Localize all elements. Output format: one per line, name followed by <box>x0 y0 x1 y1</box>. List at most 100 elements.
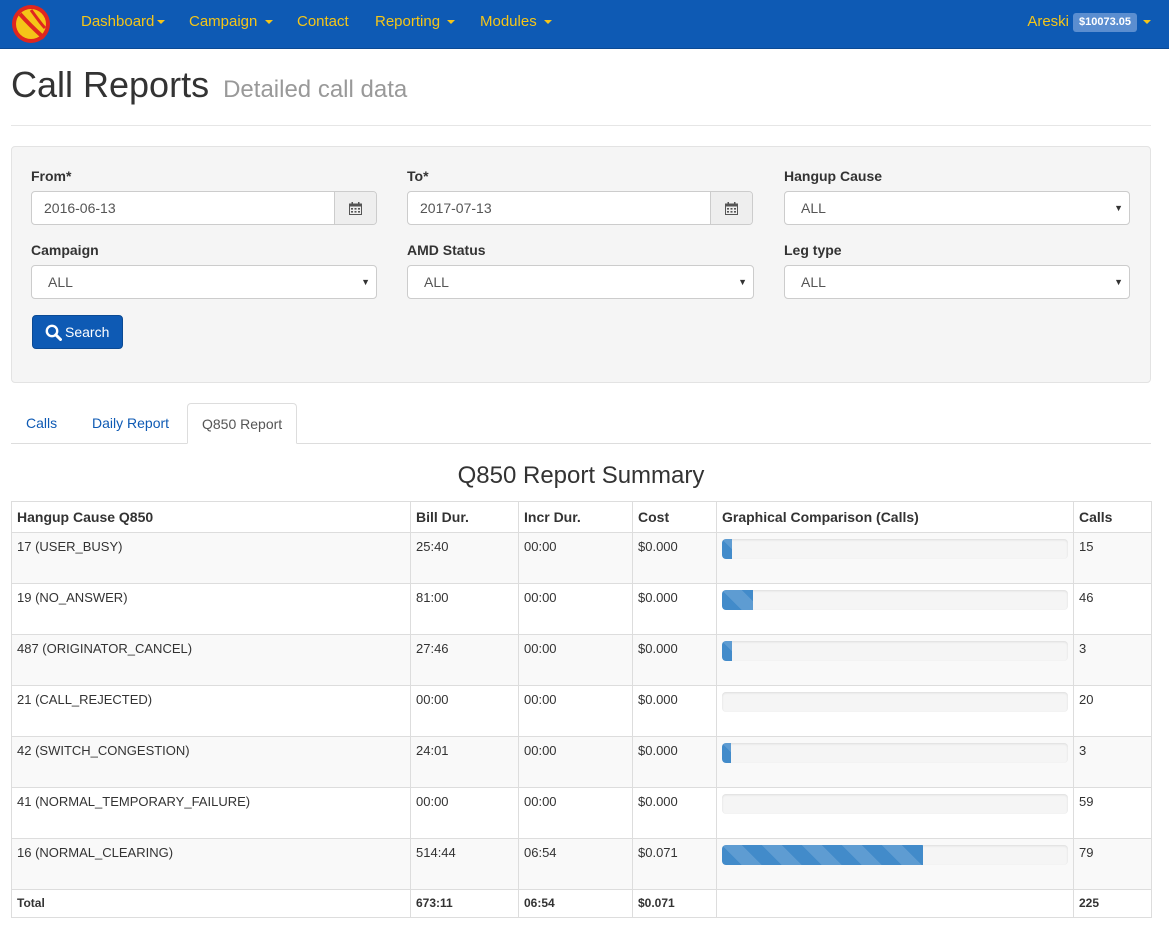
progress-track <box>722 743 1068 763</box>
col-graphical-comparison: Graphical Comparison (Calls) <box>716 501 1074 533</box>
total-row: Total 673:11 06:54 $0.071 225 <box>11 889 1152 918</box>
user-chevron-down-icon[interactable] <box>1143 20 1151 24</box>
progress-track <box>722 845 1068 865</box>
top-navbar: Dashboard Campaign Contact Reporting Mod… <box>0 0 1169 49</box>
cell-incr-dur: 00:00 <box>518 787 633 839</box>
cell-hangup-cause: 487 (ORIGINATOR_CANCEL) <box>11 634 411 686</box>
cell-calls: 20 <box>1073 685 1152 737</box>
cell-calls: 59 <box>1073 787 1152 839</box>
cell-cost: $0.000 <box>632 787 717 839</box>
page-subtitle: Detailed call data <box>223 76 408 103</box>
col-calls: Calls <box>1073 501 1152 533</box>
cell-incr-dur: 00:00 <box>518 532 633 584</box>
total-incr-dur: 06:54 <box>518 889 633 918</box>
cell-graphical-comparison <box>716 532 1074 584</box>
tab-calls[interactable]: Calls <box>26 415 58 431</box>
cell-incr-dur: 00:00 <box>518 685 633 737</box>
campaign-value: ALL <box>48 274 73 290</box>
cell-bill-dur: 24:01 <box>410 736 519 788</box>
progress-bar <box>722 845 923 865</box>
amd-status-select[interactable]: ALL ▼ <box>407 265 754 299</box>
nav-contact[interactable]: Contact <box>297 0 349 44</box>
chevron-down-icon: ▼ <box>1114 203 1123 213</box>
nav-campaign[interactable]: Campaign <box>189 0 273 44</box>
cell-hangup-cause: 41 (NORMAL_TEMPORARY_FAILURE) <box>11 787 411 839</box>
cell-bill-dur: 00:00 <box>410 787 519 839</box>
hangup-cause-value: ALL <box>801 200 826 216</box>
cell-graphical-comparison <box>716 634 1074 686</box>
cell-graphical-comparison <box>716 685 1074 737</box>
progress-bar <box>722 641 733 661</box>
progress-bar <box>722 743 731 763</box>
cell-graphical-comparison <box>716 787 1074 839</box>
total-graph-cell <box>716 889 1074 918</box>
col-incr-dur: Incr Dur. <box>518 501 633 533</box>
progress-bar <box>722 590 754 610</box>
table-row: 487 (ORIGINATOR_CANCEL) 27:46 00:00 $0.000 3 <box>11 634 1152 686</box>
table-row: 16 (NORMAL_CLEARING) 514:44 06:54 $0.071 79 <box>11 838 1152 890</box>
summary-title: Q850 Report Summary <box>457 462 705 489</box>
chevron-down-icon: ▼ <box>738 277 747 287</box>
logo-icon[interactable] <box>11 4 51 44</box>
cell-cost: $0.000 <box>632 532 717 584</box>
tab-q850-report[interactable]: Q850 Report <box>187 403 298 444</box>
table-row: 42 (SWITCH_CONGESTION) 24:01 00:00 $0.000 3 <box>11 736 1152 788</box>
cell-bill-dur: 00:00 <box>410 685 519 737</box>
search-button[interactable]: Search <box>32 315 123 349</box>
chevron-down-icon: ▼ <box>361 277 370 287</box>
table-row: 21 (CALL_REJECTED) 00:00 00:00 $0.000 20 <box>11 685 1152 737</box>
to-date-field[interactable]: 2017-07-13 <box>407 191 753 225</box>
nav-dashboard[interactable]: Dashboard <box>81 0 166 44</box>
nav-contact-label: Contact <box>297 13 349 30</box>
nav-modules[interactable]: Modules <box>480 0 552 44</box>
table-row: 41 (NORMAL_TEMPORARY_FAILURE) 00:00 00:00 $… <box>11 787 1152 839</box>
cell-hangup-cause: 21 (CALL_REJECTED) <box>11 685 411 737</box>
leg-type-value: ALL <box>801 274 826 290</box>
amd-status-label: AMD Status <box>407 242 486 258</box>
user-menu[interactable]: Areski $10073.05 <box>1027 12 1137 32</box>
hangup-cause-label: Hangup Cause <box>784 168 883 184</box>
progress-track <box>722 794 1068 814</box>
from-date-value: 2016-06-13 <box>44 200 116 216</box>
total-cost: $0.071 <box>632 889 717 918</box>
col-cost: Cost <box>632 501 717 533</box>
campaign-label: Campaign <box>31 242 99 258</box>
table-header-row: Hangup Cause Q850 Bill Dur. Incr Dur. Co… <box>11 501 1152 533</box>
user-name: Areski <box>1027 13 1069 30</box>
cell-incr-dur: 00:00 <box>518 634 633 686</box>
cell-calls: 46 <box>1073 583 1152 635</box>
cell-hangup-cause: 19 (NO_ANSWER) <box>11 583 411 635</box>
cell-bill-dur: 27:46 <box>410 634 519 686</box>
q850-report-table: Hangup Cause Q850 Bill Dur. Incr Dur. Co… <box>11 501 1152 918</box>
chevron-down-icon: ▼ <box>1114 277 1123 287</box>
filter-panel: From* 2016-06-13 To* 2017-07-13 Hangup C… <box>11 146 1151 383</box>
cell-cost: $0.071 <box>632 838 717 890</box>
cell-calls: 3 <box>1073 634 1152 686</box>
total-calls: 225 <box>1073 889 1152 918</box>
from-date-field[interactable]: 2016-06-13 <box>31 191 377 225</box>
chevron-down-icon <box>543 20 552 25</box>
cell-cost: $0.000 <box>632 583 717 635</box>
cell-hangup-cause: 16 (NORMAL_CLEARING) <box>11 838 411 890</box>
progress-track <box>722 590 1068 610</box>
campaign-select[interactable]: ALL ▼ <box>31 265 377 299</box>
cell-cost: $0.000 <box>632 736 717 788</box>
cell-bill-dur: 25:40 <box>410 532 519 584</box>
leg-type-label: Leg type <box>784 242 842 258</box>
header-divider <box>11 125 1151 126</box>
search-button-label: Search <box>65 324 110 340</box>
hangup-cause-select[interactable]: ALL ▼ <box>784 191 1130 225</box>
calendar-icon[interactable] <box>334 192 376 224</box>
cell-incr-dur: 00:00 <box>518 583 633 635</box>
total-label: Total <box>11 889 411 918</box>
cell-graphical-comparison <box>716 838 1074 890</box>
nav-campaign-label: Campaign <box>189 13 258 30</box>
cell-cost: $0.000 <box>632 634 717 686</box>
tab-daily-report[interactable]: Daily Report <box>92 415 170 431</box>
progress-track <box>722 692 1068 712</box>
leg-type-select[interactable]: ALL ▼ <box>784 265 1130 299</box>
nav-reporting[interactable]: Reporting <box>375 0 456 44</box>
cell-calls: 3 <box>1073 736 1152 788</box>
col-bill-dur: Bill Dur. <box>410 501 519 533</box>
calendar-icon[interactable] <box>710 192 752 224</box>
